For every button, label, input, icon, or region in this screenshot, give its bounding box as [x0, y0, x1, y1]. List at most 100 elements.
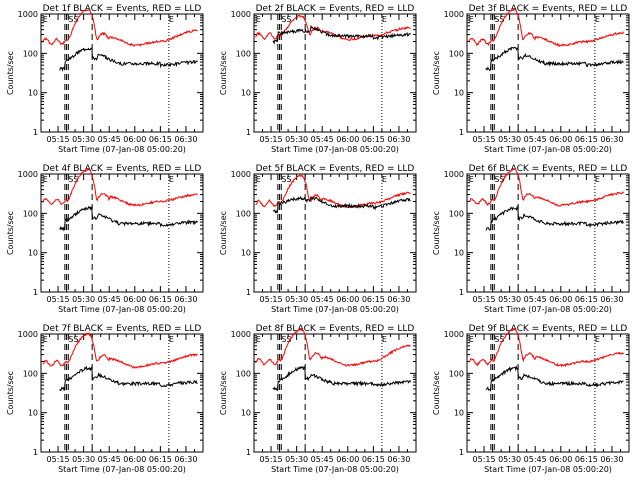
panel-3: Det 3f BLACK = Events, RED = LLD 1 10 100 10…	[432, 4, 630, 154]
event-marker: E	[43, 335, 48, 344]
x-axis-label: Start Time (07-Jan-08 05:00:20)	[58, 305, 186, 314]
x-tick-label: 05:15	[47, 455, 70, 464]
y-axis-label: Counts/sec	[6, 371, 15, 415]
y-tick-label: 1000	[231, 330, 251, 339]
y-axis-label: Counts/sec	[219, 371, 228, 415]
events-series-line	[272, 24, 411, 45]
plot-frame	[466, 173, 630, 293]
y-tick-label: 1	[459, 288, 464, 297]
x-tick-label: 05:30	[72, 295, 95, 304]
plot-frame	[466, 333, 630, 453]
x-tick-label: 05:30	[72, 455, 95, 464]
event-marker: SS	[494, 175, 504, 184]
x-axis-label: Start Time (07-Jan-08 05:00:20)	[271, 305, 399, 314]
y-tick-label: 100	[449, 369, 464, 378]
event-marker: SS	[281, 175, 291, 184]
events-series-line	[485, 365, 624, 392]
y-tick-label: 1000	[444, 10, 464, 19]
event-marker: SS	[494, 15, 504, 24]
y-tick-label: 10	[454, 249, 464, 258]
lld-series-line	[42, 332, 198, 369]
plot-frame	[40, 333, 204, 453]
y-tick-label: 10	[454, 89, 464, 98]
events-series-line	[59, 205, 198, 232]
x-tick-label: 06:15	[362, 295, 385, 304]
y-axis-label: Counts/sec	[219, 211, 228, 255]
x-axis-label: Start Time (07-Jan-08 05:00:20)	[271, 145, 399, 154]
y-tick-label: 1000	[444, 170, 464, 179]
lld-series-line	[468, 8, 624, 47]
panel-title: Det 1f BLACK = Events, RED = LLD	[43, 4, 202, 14]
event-marker: E	[595, 335, 600, 344]
plot-frame	[40, 173, 204, 293]
panel-8: Det 8f BLACK = Events, RED = LLD 1 10 100 10…	[219, 324, 417, 474]
events-series-line	[485, 205, 624, 231]
panel-2: Det 2f BLACK = Events, RED = LLD 1 10 100 10…	[219, 4, 417, 154]
y-tick-label: 100	[23, 369, 38, 378]
x-tick-label: 05:30	[72, 135, 95, 144]
panel-title: Det 9f BLACK = Events, RED = LLD	[469, 324, 628, 334]
x-tick-label: 06:30	[174, 135, 197, 144]
event-marker: E	[43, 175, 48, 184]
event-marker: E	[595, 175, 600, 184]
y-tick-label: 1000	[231, 10, 251, 19]
y-tick-label: 1	[459, 128, 464, 137]
y-tick-label: 1	[33, 128, 38, 137]
y-tick-label: 100	[236, 49, 251, 58]
panel-title: Det 5f BLACK = Events, RED = LLD	[256, 164, 415, 174]
x-tick-label: 05:30	[285, 295, 308, 304]
panel-title: Det 7f BLACK = Events, RED = LLD	[43, 324, 202, 334]
events-series-line	[272, 365, 411, 392]
x-axis-label: Start Time (07-Jan-08 05:00:20)	[271, 465, 399, 474]
x-tick-label: 05:15	[47, 295, 70, 304]
event-marker: E	[382, 175, 387, 184]
x-tick-label: 05:30	[498, 295, 521, 304]
y-tick-label: 1	[246, 128, 251, 137]
x-tick-label: 05:30	[285, 455, 308, 464]
x-tick-label: 06:00	[549, 135, 572, 144]
x-tick-label: 06:00	[549, 455, 572, 464]
x-tick-label: 06:15	[149, 295, 172, 304]
event-marker: E	[256, 335, 261, 344]
x-tick-label: 05:15	[473, 295, 496, 304]
x-tick-label: 05:45	[311, 295, 334, 304]
panel-1: Det 1f BLACK = Events, RED = LLD 1 10 100 10…	[6, 4, 204, 154]
x-tick-label: 05:15	[260, 295, 283, 304]
y-tick-label: 10	[241, 409, 251, 418]
x-tick-label: 05:15	[260, 455, 283, 464]
y-tick-label: 1000	[444, 330, 464, 339]
y-axis-label: Counts/sec	[432, 371, 441, 415]
x-tick-label: 06:15	[575, 455, 598, 464]
event-marker: E	[43, 15, 48, 24]
event-marker: E	[256, 15, 261, 24]
y-tick-label: 1000	[18, 10, 38, 19]
lld-series-line	[255, 14, 411, 42]
x-tick-label: 05:45	[98, 135, 121, 144]
x-tick-label: 06:15	[362, 135, 385, 144]
y-tick-label: 10	[28, 249, 38, 258]
y-tick-label: 10	[241, 249, 251, 258]
y-tick-label: 100	[449, 209, 464, 218]
y-tick-label: 1	[246, 448, 251, 457]
x-tick-label: 06:00	[336, 295, 359, 304]
lld-series-line	[42, 167, 198, 207]
x-tick-label: 05:15	[473, 135, 496, 144]
event-marker: E	[469, 175, 474, 184]
panel-title: Det 2f BLACK = Events, RED = LLD	[256, 4, 415, 14]
y-tick-label: 1000	[18, 330, 38, 339]
event-marker: E	[469, 15, 474, 24]
x-tick-label: 06:15	[575, 295, 598, 304]
panel-7: Det 7f BLACK = Events, RED = LLD 1 10 100 10…	[6, 324, 204, 474]
x-tick-label: 05:45	[524, 455, 547, 464]
event-marker: SS	[68, 335, 78, 344]
event-marker: SS	[281, 335, 291, 344]
x-tick-label: 05:45	[98, 295, 121, 304]
event-marker: E	[382, 15, 387, 24]
x-tick-label: 05:30	[285, 135, 308, 144]
x-tick-label: 06:30	[174, 295, 197, 304]
event-marker: E	[169, 335, 174, 344]
x-tick-label: 05:30	[498, 135, 521, 144]
x-tick-label: 06:00	[336, 135, 359, 144]
x-axis-label: Start Time (07-Jan-08 05:00:20)	[484, 305, 612, 314]
